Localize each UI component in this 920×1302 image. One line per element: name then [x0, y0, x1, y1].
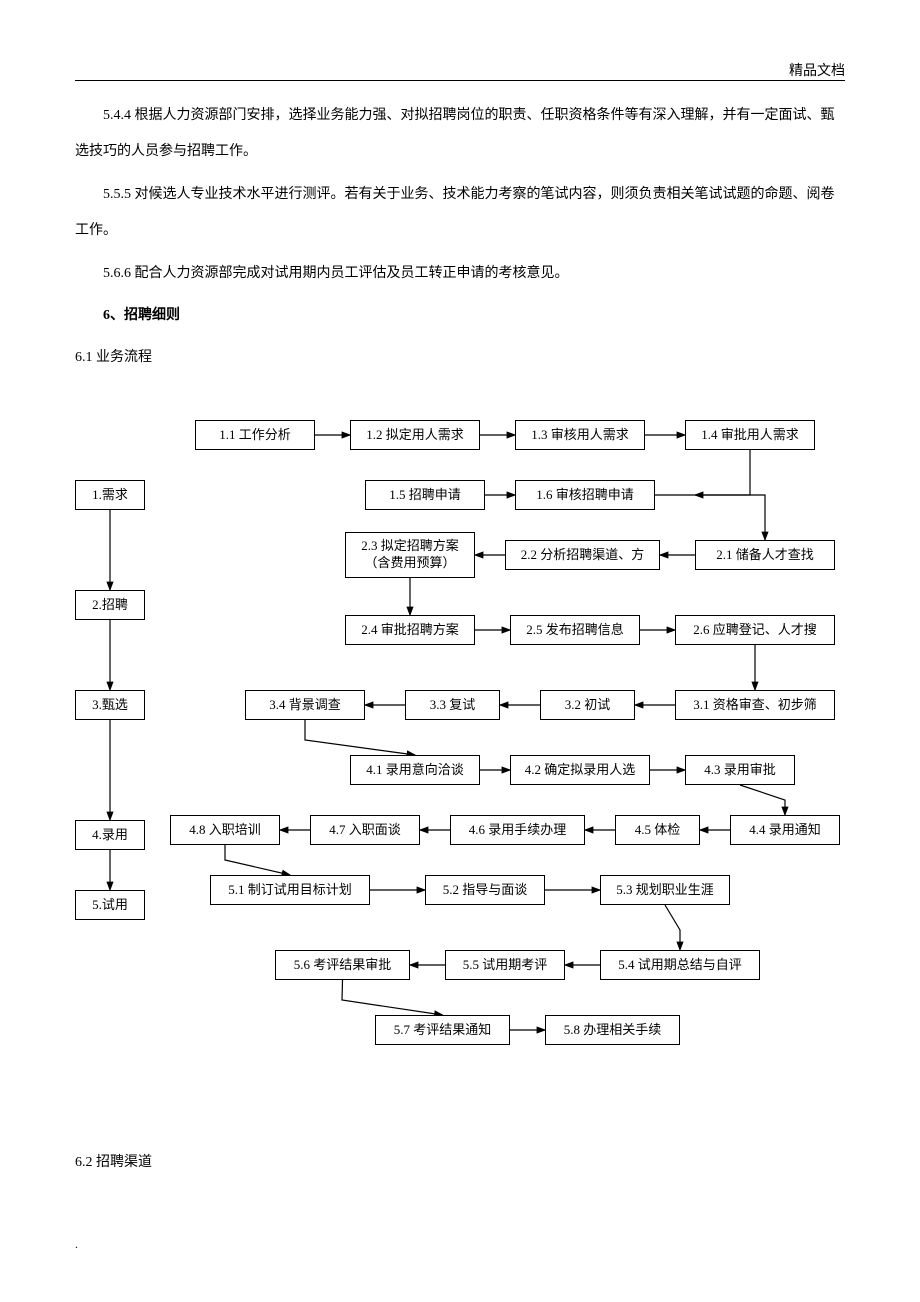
flowchart: 1.需求 2.招聘 3.甄选 4.录用 5.试用 1.1 工作分析 1.2 拟定用人需求 1.… — [75, 420, 845, 1060]
flow-node-L2: 2.招聘 — [75, 590, 145, 620]
para-544: 5.4.4 根据人力资源部门安排，选择业务能力强、对拟招聘岗位的职责、任职资格条… — [75, 98, 845, 171]
flow-node-L1: 1.需求 — [75, 480, 145, 510]
flow-node-n53: 5.3 规划职业生涯 — [600, 875, 730, 905]
footer-dot: . — [75, 1237, 78, 1252]
flow-node-L3: 3.甄选 — [75, 690, 145, 720]
flow-node-n26: 2.6 应聘登记、人才搜 — [675, 615, 835, 645]
body-text: 5.4.4 根据人力资源部门安排，选择业务能力强、对拟招聘岗位的职责、任职资格条… — [75, 98, 845, 383]
flow-node-n58: 5.8 办理相关手续 — [545, 1015, 680, 1045]
flow-node-n22: 2.2 分析招聘渠道、方 — [505, 540, 660, 570]
para-555: 5.5.5 对候选人专业技术水平进行测评。若有关于业务、技术能力考察的笔试内容，… — [75, 177, 845, 250]
flow-node-n46: 4.6 录用手续办理 — [450, 815, 585, 845]
subhead-61: 6.1 业务流程 — [75, 340, 845, 376]
flow-node-n33: 3.3 复试 — [405, 690, 500, 720]
flow-node-n52: 5.2 指导与面谈 — [425, 875, 545, 905]
para-566: 5.6.6 配合人力资源部完成对试用期内员工评估及员工转正申请的考核意见。 — [75, 256, 845, 292]
flow-node-n16: 1.6 审核招聘申请 — [515, 480, 655, 510]
flow-node-L5: 5.试用 — [75, 890, 145, 920]
flow-node-n12: 1.2 拟定用人需求 — [350, 420, 480, 450]
flow-node-L4: 4.录用 — [75, 820, 145, 850]
flow-node-n43: 4.3 录用审批 — [685, 755, 795, 785]
flow-node-n34: 3.4 背景调查 — [245, 690, 365, 720]
flow-node-n51: 5.1 制订试用目标计划 — [210, 875, 370, 905]
flow-node-n15: 1.5 招聘申请 — [365, 480, 485, 510]
flow-node-n57: 5.7 考评结果通知 — [375, 1015, 510, 1045]
flow-node-n45: 4.5 体检 — [615, 815, 700, 845]
flow-node-n56: 5.6 考评结果审批 — [275, 950, 410, 980]
flow-node-n44: 4.4 录用通知 — [730, 815, 840, 845]
subhead-62: 6.2 招聘渠道 — [75, 1145, 152, 1187]
flow-node-n21: 2.1 储备人才查找 — [695, 540, 835, 570]
flow-node-n54: 5.4 试用期总结与自评 — [600, 950, 760, 980]
flow-node-n25: 2.5 发布招聘信息 — [510, 615, 640, 645]
flow-node-n13: 1.3 审核用人需求 — [515, 420, 645, 450]
flow-node-n24: 2.4 审批招聘方案 — [345, 615, 475, 645]
flow-node-n14: 1.4 审批用人需求 — [685, 420, 815, 450]
header-label: 精品文档 — [789, 60, 845, 80]
header-rule — [75, 80, 845, 81]
flow-node-n31: 3.1 资格审查、初步筛 — [675, 690, 835, 720]
flow-node-n23: 2.3 拟定招聘方案 （含费用预算） — [345, 532, 475, 578]
flow-node-n47: 4.7 入职面谈 — [310, 815, 420, 845]
flow-node-n55: 5.5 试用期考评 — [445, 950, 565, 980]
flow-node-n42: 4.2 确定拟录用人选 — [510, 755, 650, 785]
flow-node-n41: 4.1 录用意向洽谈 — [350, 755, 480, 785]
heading-6: 6、招聘细则 — [75, 298, 845, 334]
flow-node-n48: 4.8 入职培训 — [170, 815, 280, 845]
flow-node-n32: 3.2 初试 — [540, 690, 635, 720]
flow-node-n11: 1.1 工作分析 — [195, 420, 315, 450]
subhead-62-text: 6.2 招聘渠道 — [75, 1145, 152, 1181]
